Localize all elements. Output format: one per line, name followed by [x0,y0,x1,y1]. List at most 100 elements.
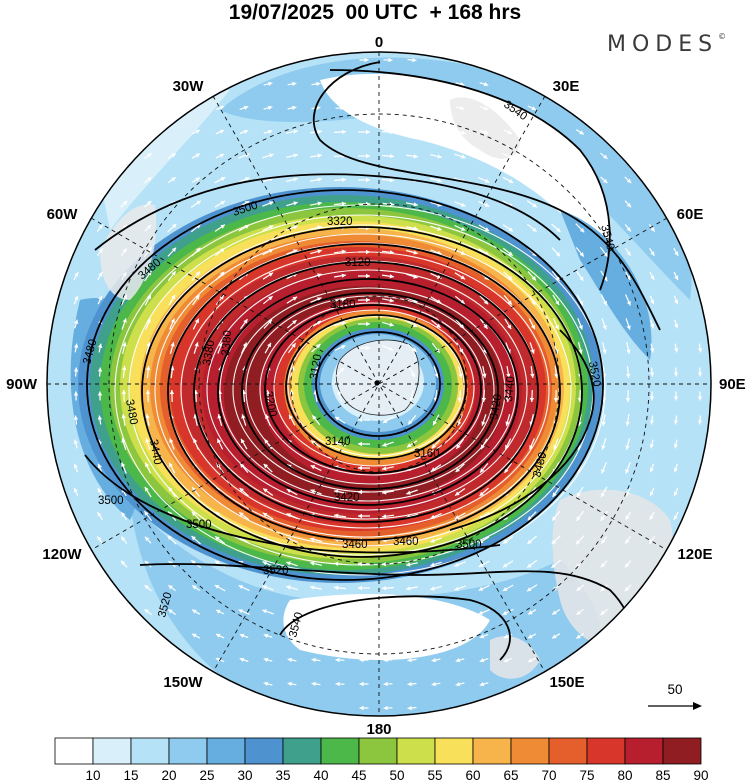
wind-arrow-head [144,511,149,516]
wind-arrow-head [217,438,222,444]
wind-arrow-head [555,276,560,281]
colorbar-swatch [206,737,246,765]
contour-3520-east [449,329,595,531]
wind-arrow-head [267,319,272,324]
wind-arrow-head [269,201,274,206]
colorbar-swatch [54,737,94,765]
meridian-60e-120w [90,217,668,551]
wind-arrow-head [431,467,436,472]
reference-arrow-head [693,702,702,710]
wind-arrow-head [406,610,411,615]
shade-band-10 [320,73,611,260]
wind-arrow-head [507,275,513,281]
wind-arrow-head [382,490,387,495]
colorbar-tick-label: 20 [161,768,176,782]
streamline [287,315,465,457]
wind-arrow-head [532,203,537,208]
colorbar-swatch [358,737,398,765]
wind-arrow-head [454,634,459,639]
wind-arrow-head [293,249,298,254]
wind-arrow-head [241,438,245,444]
wind-arrow-head [409,397,414,402]
colorbar-tick-label: 45 [351,768,366,782]
wind-arrow-head [262,609,267,614]
wind-arrow-head [243,129,249,134]
wind-arrow-head [412,323,418,327]
wind-arrow-head [293,153,298,158]
wind-arrow-head [195,271,200,276]
contour-label: 3140 [325,436,351,448]
wind-arrow-head [121,390,127,395]
wind-arrow-head [601,492,605,498]
wind-arrow-head [358,513,362,519]
wind-arrow-head [454,515,460,519]
colorbar-tick-label: 40 [313,768,328,782]
wind-arrow-head [215,536,220,541]
wind-arrow-head [144,486,149,492]
wind-arrow-head [358,489,362,495]
wind-arrow-head [650,275,655,280]
wind-arrow-head [406,490,411,495]
wind-arrow-head [171,271,176,276]
wind-arrow-head [531,154,536,159]
wind-arrow-head [286,561,291,566]
wind-arrow-head [317,225,322,230]
wind-arrow-head [527,563,532,568]
wind-arrow-head [697,420,703,425]
contour-3480 [86,189,604,581]
wind-arrow-head [602,349,607,354]
wind-arrow-head [73,463,78,469]
lon-label-0: 0 [375,34,383,51]
wind-arrow-head [603,154,608,159]
wind-arrow-head [341,177,346,182]
latitude-ring-inner [290,295,468,473]
wind-arrow-head [214,585,220,589]
wind-arrow-head [147,153,152,158]
wind-arrow-head [382,419,388,423]
wind-arrow-head [170,318,175,324]
wind-arrow-head [366,321,370,327]
wind-arrow-head [195,153,200,158]
wind-arrow-head [366,249,370,255]
wind-arrow-head [552,492,557,497]
wind-arrow-head [147,247,152,252]
wind-arrow-head [169,390,175,395]
wind-arrow-head [503,634,509,639]
wind-arrow-head [407,705,412,711]
wind-arrow-head [358,441,362,447]
wind-arrow-head [358,585,362,591]
wind-arrow-head [310,561,315,566]
wind-arrow-head [579,154,584,159]
wind-arrow-head [191,536,196,541]
wind-arrow-head [147,294,151,300]
wind-arrow-head [366,153,370,159]
wind-arrow-head [413,226,418,231]
colorbar-swatch [320,737,360,765]
wind-arrow-head [408,420,413,425]
wind-arrow-head [317,201,322,206]
wind-arrow-head [430,562,435,567]
wind-arrow-head [481,397,487,402]
wind-arrow-head [527,587,532,592]
wind-arrow-head [649,372,655,377]
wind-arrow-head [527,658,533,663]
wind-arrow-head [98,295,103,301]
wind-arrow-head [268,249,274,253]
wind-arrow-head [97,463,102,469]
wind-arrow-head [244,201,250,206]
wind-arrow-head [406,586,411,591]
wind-arrow-head [455,658,461,663]
wind-arrow-head [555,252,561,257]
wind-arrow-head [358,633,362,639]
wind-arrow-head [287,657,292,663]
colorbar-swatch [586,737,626,765]
wind-arrow-head [460,226,466,231]
wind-arrow-head [507,130,513,135]
wind-arrow-head [195,177,200,182]
wind-arrow-head [579,227,585,233]
wind-arrow-head [146,201,152,206]
wind-arrow-head [413,250,418,255]
wind-arrow-head [437,154,442,159]
wind-arrow-head [502,610,508,615]
contour-3540-south [279,595,511,661]
